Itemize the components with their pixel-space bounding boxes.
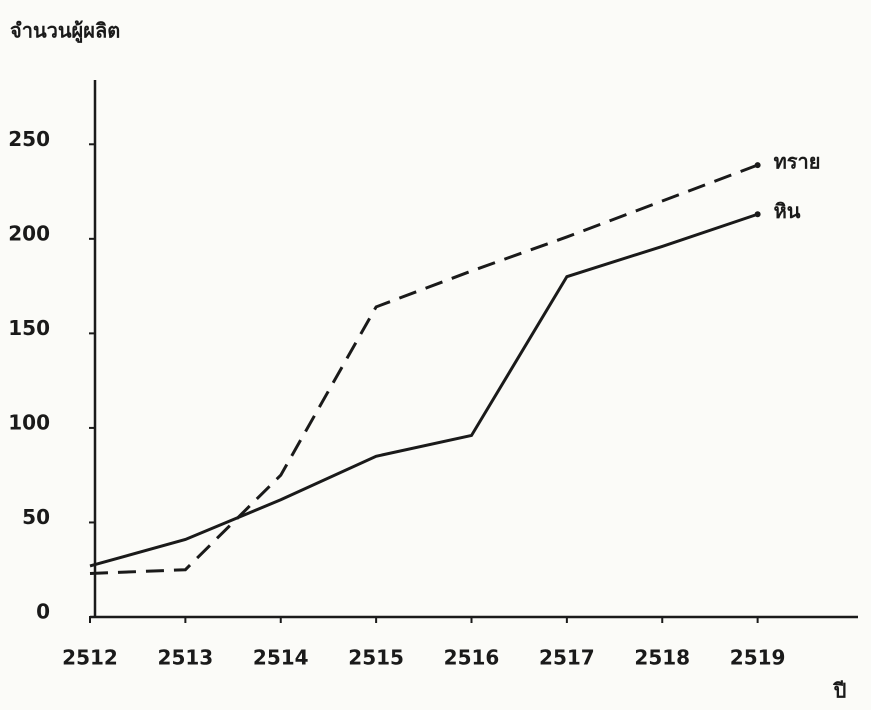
y-tick-label: 100: [8, 410, 50, 434]
x-tick-label: 2513: [158, 646, 214, 670]
y-tick-label: 50: [22, 505, 50, 529]
y-tick-label: 200: [8, 221, 50, 245]
x-tick-label: 2516: [444, 646, 500, 670]
series-line: [89, 163, 759, 576]
y-tick-label: 250: [8, 127, 50, 151]
end-dot: [754, 211, 761, 218]
x-tick-label: 2512: [62, 646, 118, 670]
x-tick-label: 2514: [253, 646, 309, 670]
x-tick-label: 2518: [634, 646, 690, 670]
series-line: [89, 212, 759, 568]
x-tick-label: 2519: [730, 646, 786, 670]
x-tick-label: 2517: [539, 646, 595, 670]
x-tick-label: 2515: [348, 646, 404, 670]
end-dot: [754, 162, 761, 169]
legend-label: หิน: [774, 199, 801, 223]
y-axis-label: จำนวนผู้ผลิต: [10, 19, 120, 45]
x-axis-label: ปี: [832, 679, 846, 703]
legend-label: ทราย: [774, 150, 821, 174]
y-tick-label: 0: [36, 600, 50, 624]
y-tick-label: 150: [8, 316, 50, 340]
